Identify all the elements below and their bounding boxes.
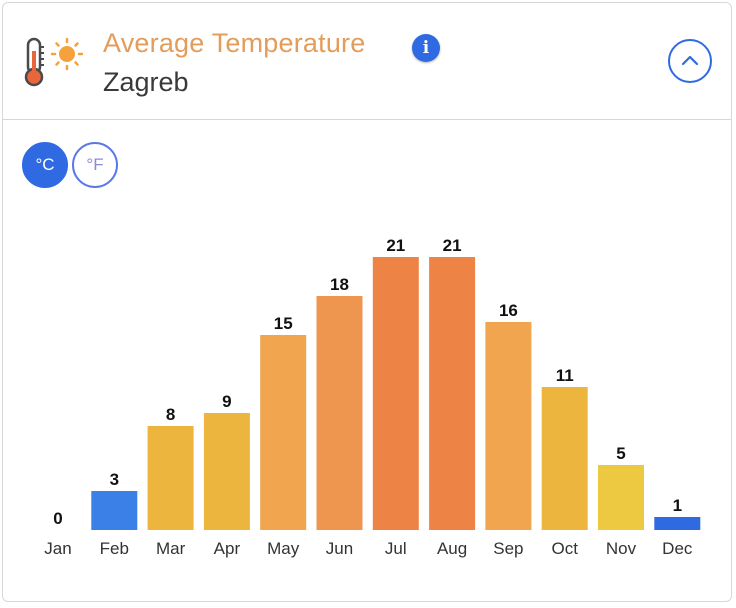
- value-label-feb: 3: [110, 470, 119, 489]
- month-label-may: May: [267, 539, 300, 558]
- bar-mar[interactable]: [147, 426, 194, 530]
- temperature-card: Average Temperature Zagreb i °C °F 0 Jan 3…: [2, 2, 732, 602]
- bar-feb[interactable]: [91, 491, 138, 530]
- value-label-sep: 16: [499, 301, 518, 320]
- month-label-sep: Sep: [493, 539, 523, 558]
- month-label-feb: Feb: [100, 539, 129, 558]
- month-label-apr: Apr: [214, 539, 241, 558]
- bar-jul[interactable]: [372, 257, 419, 530]
- month-label-oct: Oct: [551, 539, 578, 558]
- value-label-apr: 9: [222, 392, 231, 411]
- value-label-aug: 21: [443, 236, 462, 255]
- value-label-oct: 11: [556, 366, 574, 385]
- bar-dec[interactable]: [654, 517, 701, 530]
- collapse-button[interactable]: [668, 39, 712, 83]
- value-label-dec: 1: [673, 496, 682, 515]
- value-label-may: 15: [274, 314, 293, 333]
- month-label-jun: Jun: [326, 539, 353, 558]
- month-label-jul: Jul: [385, 539, 407, 558]
- value-label-nov: 5: [616, 444, 625, 463]
- value-label-jun: 18: [330, 275, 349, 294]
- card-header: Average Temperature Zagreb i: [3, 3, 731, 120]
- bar-sep[interactable]: [485, 322, 532, 530]
- thermometer-sun-icon: [24, 37, 83, 87]
- bar-jun[interactable]: [316, 296, 363, 530]
- celsius-button[interactable]: °C: [22, 142, 68, 188]
- bar-nov[interactable]: [598, 465, 644, 530]
- month-label-mar: Mar: [156, 539, 186, 558]
- bar-apr[interactable]: [203, 413, 250, 530]
- fahrenheit-button[interactable]: °F: [72, 142, 118, 188]
- month-label-dec: Dec: [662, 539, 693, 558]
- month-label-aug: Aug: [437, 539, 467, 558]
- bar-may[interactable]: [260, 335, 307, 530]
- city-name: Zagreb: [103, 67, 189, 97]
- bar-aug[interactable]: [429, 257, 476, 530]
- value-label-jan: 0: [53, 509, 62, 528]
- bar-oct[interactable]: [541, 387, 588, 530]
- card-title: Average Temperature: [103, 28, 366, 58]
- month-label-jan: Jan: [44, 539, 71, 558]
- chevron-up-icon: [681, 55, 699, 66]
- value-label-jul: 21: [386, 236, 405, 255]
- month-label-nov: Nov: [606, 539, 637, 558]
- temperature-bar-chart: 0Jan3Feb8Mar9Apr15May18Jun21Jul21Aug16Se…: [44, 236, 701, 558]
- value-label-mar: 8: [166, 405, 175, 424]
- info-icon[interactable]: i: [412, 34, 440, 62]
